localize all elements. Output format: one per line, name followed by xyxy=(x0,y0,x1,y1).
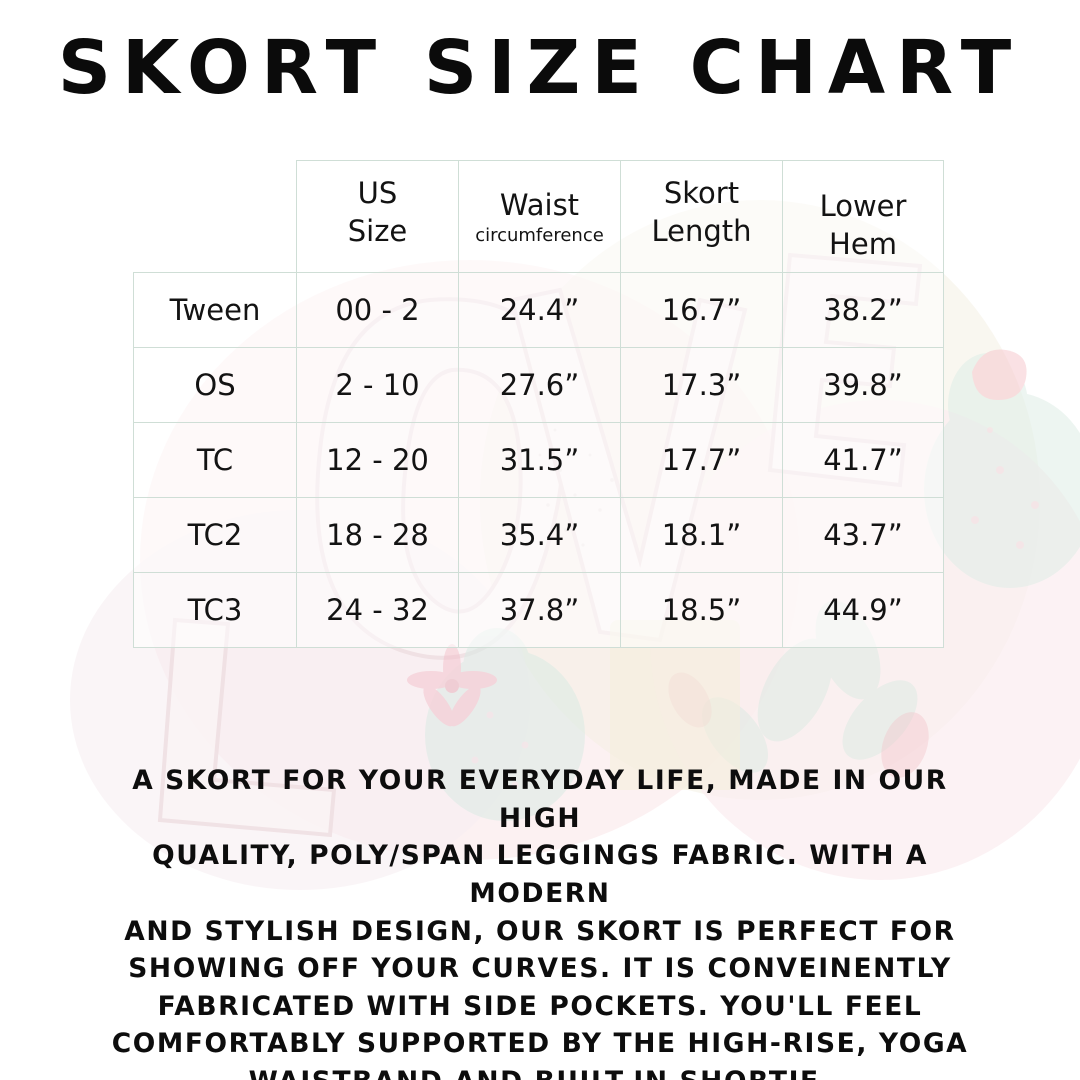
corner-blank-cell xyxy=(134,161,297,273)
table-row: TC2 18 - 28 35.4” 18.1” 43.7” xyxy=(133,497,944,573)
header-waist-line2: circumference xyxy=(475,224,604,246)
cell-waist: 27.6” xyxy=(458,347,621,423)
product-description: A SKORT FOR YOUR EVERYDAY LIFE, MADE IN … xyxy=(90,762,990,1080)
cell-lower-hem: 41.7” xyxy=(782,422,944,498)
page-title: SKORT SIZE CHART xyxy=(57,25,1023,111)
description-line: COMFORTABLY SUPPORTED BY THE HIGH-RISE, … xyxy=(111,1028,969,1060)
header-us-size: US Size xyxy=(296,160,459,273)
header-lower-hem: Lower Hem xyxy=(782,160,944,273)
cell-us-size: 24 - 32 xyxy=(296,572,459,648)
table-row: OS 2 - 10 27.6” 17.3” 39.8” xyxy=(133,347,944,423)
table-row: Tween 00 - 2 24.4” 16.7” 38.2” xyxy=(133,272,944,348)
description-line: QUALITY, POLY/SPAN LEGGINGS FABRIC. WITH… xyxy=(152,840,928,909)
row-label-os: OS xyxy=(133,347,297,423)
cell-lower-hem: 44.9” xyxy=(782,572,944,648)
header-us-size-line2: Size xyxy=(347,213,408,248)
cell-lower-hem: 39.8” xyxy=(782,347,944,423)
header-lower-hem-line2: Hem xyxy=(829,226,897,261)
cell-skort-length: 16.7” xyxy=(620,272,783,348)
cell-us-size: 2 - 10 xyxy=(296,347,459,423)
cell-skort-length: 18.5” xyxy=(620,572,783,648)
cell-lower-hem: 43.7” xyxy=(782,497,944,573)
table-header-row: US Size Waist circumference Skort Length xyxy=(134,160,944,273)
description-line: SHOWING OFF YOUR CURVES. IT IS CONVEINEN… xyxy=(128,953,952,985)
row-label-tween: Tween xyxy=(133,272,297,348)
description-line: A SKORT FOR YOUR EVERYDAY LIFE, MADE IN … xyxy=(132,765,948,834)
table-row: TC 12 - 20 31.5” 17.7” 41.7” xyxy=(133,422,944,498)
header-waist-line1: Waist xyxy=(499,187,580,222)
header-us-size-line1: US xyxy=(357,176,398,211)
header-skort-length-line1: Skort xyxy=(663,176,740,211)
description-line: WAISTBAND AND BUILT-IN SHORTIE. xyxy=(90,1063,990,1080)
row-label-tc: TC xyxy=(133,422,297,498)
cell-waist: 35.4” xyxy=(458,497,621,573)
cell-waist: 31.5” xyxy=(458,422,621,498)
size-chart-table: US Size Waist circumference Skort Length xyxy=(133,160,944,648)
cell-us-size: 12 - 20 xyxy=(296,422,459,498)
header-skort-length: Skort Length xyxy=(620,160,783,273)
cell-skort-length: 17.3” xyxy=(620,347,783,423)
cell-skort-length: 18.1” xyxy=(620,497,783,573)
row-label-tc3: TC3 xyxy=(133,572,297,648)
header-skort-length-line2: Length xyxy=(651,213,752,248)
header-waist: Waist circumference xyxy=(458,160,621,273)
cell-waist: 37.8” xyxy=(458,572,621,648)
cell-skort-length: 17.7” xyxy=(620,422,783,498)
cell-waist: 24.4” xyxy=(458,272,621,348)
cell-lower-hem: 38.2” xyxy=(782,272,944,348)
row-label-tc2: TC2 xyxy=(133,497,297,573)
header-lower-hem-line1: Lower xyxy=(819,189,907,224)
description-line: FABRICATED WITH SIDE POCKETS. YOU'LL FEE… xyxy=(157,990,923,1022)
cell-us-size: 18 - 28 xyxy=(296,497,459,573)
cell-us-size: 00 - 2 xyxy=(296,272,459,348)
description-line: AND STYLISH DESIGN, OUR SKORT IS PERFECT… xyxy=(124,915,956,947)
table-row: TC3 24 - 32 37.8” 18.5” 44.9” xyxy=(133,572,944,648)
